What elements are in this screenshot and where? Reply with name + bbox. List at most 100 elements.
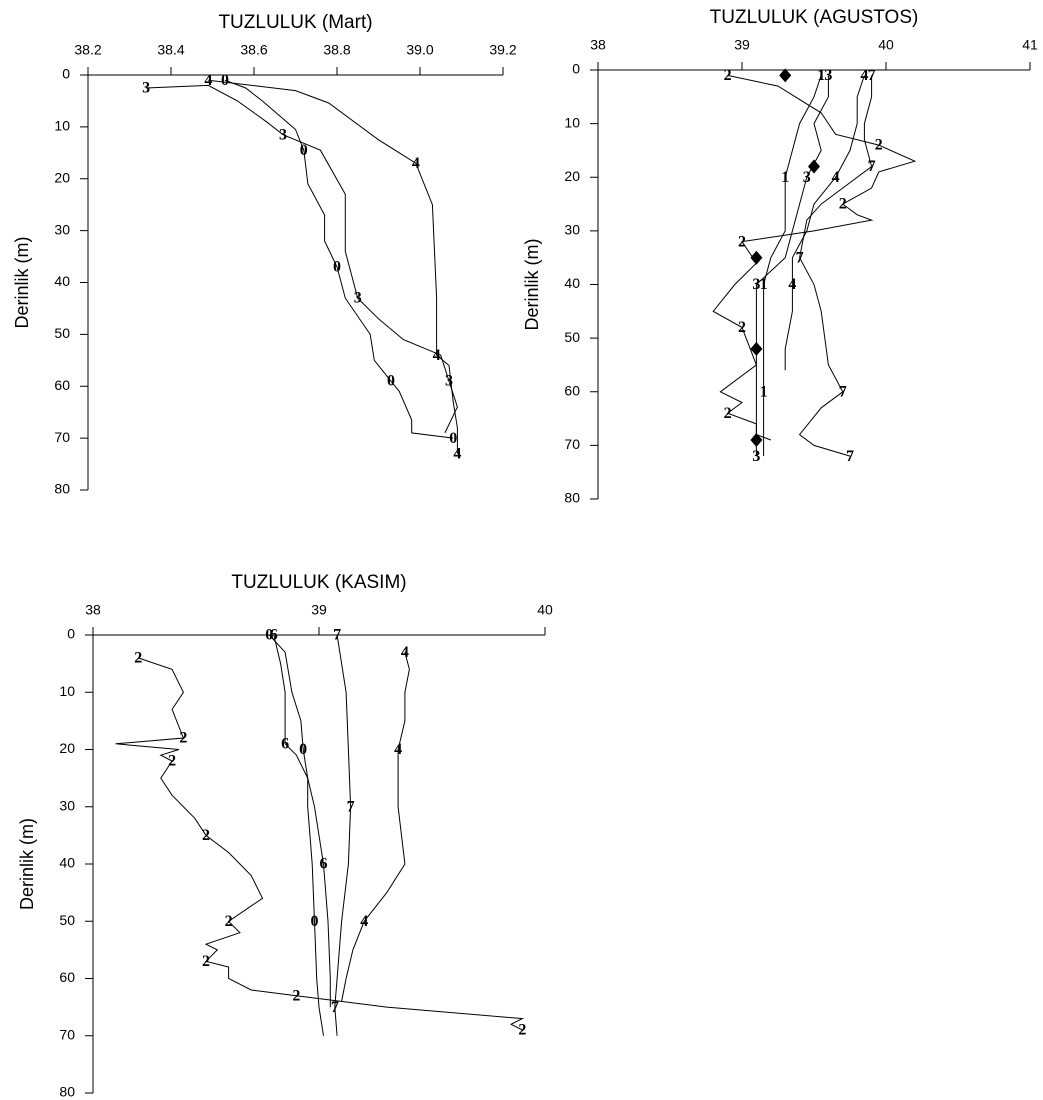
station-label: 2 (724, 405, 732, 422)
y-tick-label: 10 (54, 118, 70, 134)
profile-line (784, 75, 865, 371)
station-label: 6 (270, 627, 278, 644)
station-label: 2 (518, 1022, 526, 1039)
station-label: 2 (738, 233, 746, 250)
station-label: 0 (300, 142, 308, 159)
y-tick-label: 30 (564, 222, 580, 238)
station-label: 0 (449, 430, 457, 447)
diamond-marker (808, 159, 820, 174)
station-label: 7 (347, 798, 355, 815)
station-label: 7 (868, 67, 876, 84)
station-label: 0 (299, 741, 307, 758)
x-tick-label: 38.8 (323, 42, 350, 58)
station-label: 2 (839, 196, 847, 213)
station-label: 1 (781, 169, 789, 186)
profile-line (224, 79, 454, 439)
y-tick-label: 0 (67, 626, 75, 642)
y-tick-label: 20 (54, 169, 70, 185)
station-label: 2 (134, 650, 142, 667)
station-label: 3 (824, 67, 832, 84)
station-label: 2 (225, 913, 233, 930)
y-axis-label: Derinlik (m) (17, 818, 37, 910)
chart-title: TUZLULUK (KASIM) (231, 572, 406, 593)
station-label: 2 (168, 753, 176, 770)
y-tick-label: 30 (59, 797, 75, 813)
station-label: 4 (394, 741, 402, 758)
station-label: 7 (796, 249, 804, 266)
station-label: 3 (752, 276, 760, 293)
y-tick-label: 70 (54, 429, 70, 445)
station-label: 3 (279, 126, 287, 143)
station-label: 4 (204, 72, 212, 89)
y-tick-label: 20 (564, 168, 580, 184)
x-tick-label: 39 (734, 37, 750, 53)
station-label: 7 (839, 383, 847, 400)
station-label: 3 (752, 448, 760, 465)
station-label: 1 (817, 67, 825, 84)
y-tick-label: 40 (54, 273, 70, 289)
profile-line (208, 79, 458, 454)
x-tick-label: 38 (590, 37, 606, 53)
y-tick-label: 50 (564, 329, 580, 345)
station-label: 4 (832, 169, 840, 186)
y-tick-label: 70 (59, 1026, 75, 1042)
station-label: 4 (453, 445, 461, 462)
station-label: 4 (401, 644, 409, 661)
y-tick-label: 50 (59, 912, 75, 928)
station-label: 6 (281, 735, 289, 752)
y-tick-label: 60 (564, 382, 580, 398)
y-axis-label: Derinlik (m) (522, 239, 542, 331)
station-label: 7 (868, 158, 876, 175)
station-label: 1 (760, 383, 768, 400)
y-tick-label: 40 (564, 275, 580, 291)
station-label: 2 (738, 319, 746, 336)
station-label: 4 (360, 913, 368, 930)
diamond-marker (750, 433, 763, 448)
station-label: 7 (846, 448, 854, 465)
profile-line (146, 84, 458, 434)
profile-line (334, 634, 352, 1036)
station-label: 3 (142, 80, 150, 97)
y-tick-label: 60 (54, 377, 70, 393)
y-tick-label: 70 (564, 436, 580, 452)
profile-line (115, 657, 525, 1031)
station-label: 7 (331, 999, 339, 1016)
y-tick-label: 30 (54, 221, 70, 237)
diamond-marker (750, 341, 763, 356)
y-tick-label: 80 (54, 481, 70, 497)
station-label: 4 (433, 347, 441, 364)
station-label: 2 (724, 67, 732, 84)
x-tick-label: 41 (1022, 37, 1038, 53)
chart-title: TUZLULUK (AGUSTOS) (710, 7, 919, 28)
x-tick-label: 40 (878, 37, 894, 53)
profile-line (273, 634, 331, 1008)
x-tick-label: 39.0 (406, 42, 433, 58)
station-label: 2 (875, 137, 883, 154)
profile-line (268, 634, 324, 1036)
station-label: 0 (265, 627, 273, 644)
station-label: 3 (803, 169, 811, 186)
diamond-marker (750, 250, 763, 265)
x-tick-label: 38.2 (74, 42, 101, 58)
station-label: 4 (412, 155, 420, 172)
station-label: 2 (202, 953, 210, 970)
y-axis-label: Derinlik (m) (12, 237, 32, 329)
y-tick-label: 80 (564, 490, 580, 506)
station-label: 2 (179, 730, 187, 747)
station-label: 4 (860, 67, 868, 84)
y-tick-label: 20 (59, 740, 75, 756)
x-tick-label: 38 (85, 602, 101, 618)
profile-line (341, 652, 410, 1002)
x-tick-label: 39.2 (489, 42, 516, 58)
y-tick-label: 50 (54, 325, 70, 341)
y-tick-label: 80 (59, 1084, 75, 1100)
station-label: 0 (333, 259, 341, 276)
y-tick-label: 10 (59, 683, 75, 699)
profile-line (712, 74, 917, 441)
diamond-marker (779, 68, 792, 83)
x-tick-label: 40 (537, 602, 553, 618)
station-label: 1 (760, 276, 768, 293)
station-label: 7 (333, 627, 341, 644)
